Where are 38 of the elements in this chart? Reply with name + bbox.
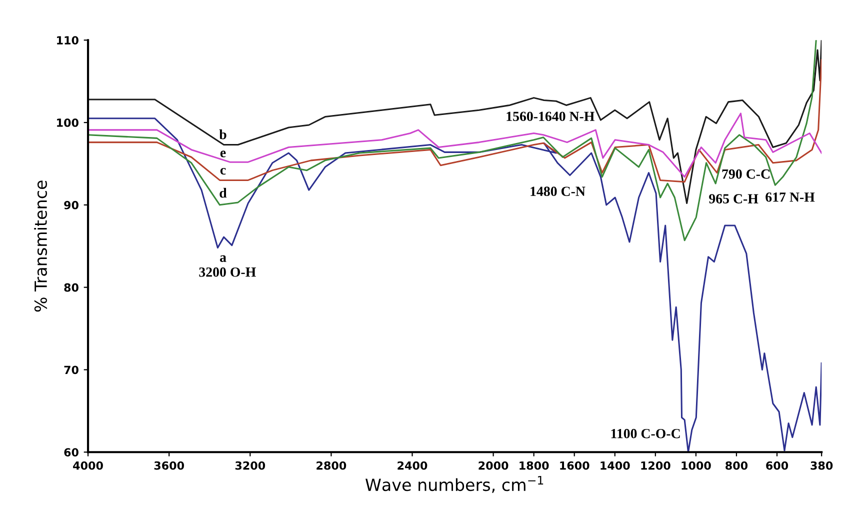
x-tick-label: 3200 <box>235 461 266 470</box>
x-tick-label: 600 <box>766 461 788 470</box>
x-tick-label: 4000 <box>73 461 103 470</box>
line-series <box>88 59 822 183</box>
annotation: 790 C-C <box>722 169 770 179</box>
x-tick-label: 1600 <box>560 461 590 470</box>
x-axis-title: Wave numbers, cm$^{−1}$ <box>366 476 544 493</box>
x-tick-label: 2800 <box>316 461 346 470</box>
annotation: 3200 O-H <box>199 267 256 277</box>
x-tick-label: 380 <box>810 461 833 470</box>
y-tick-label: 100 <box>57 118 78 127</box>
line-series <box>88 112 822 178</box>
annotation: a <box>220 255 226 262</box>
x-tick-label: 1400 <box>600 461 630 470</box>
y-tick-label: 110 <box>57 36 78 45</box>
annotation: e <box>220 150 226 158</box>
y-axis-title: % Transmitence <box>34 180 48 312</box>
annotation: d <box>220 188 227 198</box>
x-tick-label: 1200 <box>641 461 670 470</box>
annotation: 617 N-H <box>766 192 815 202</box>
x-tick-label: 1800 <box>520 461 549 470</box>
x-tick-label: 3600 <box>154 461 184 470</box>
annotation: 1100 C-O-C <box>611 428 680 438</box>
annotation: c <box>220 168 226 175</box>
x-tick-label: 1000 <box>682 461 711 470</box>
annotation: 965 C-H <box>709 194 758 204</box>
y-tick-label: 60 <box>64 448 78 456</box>
x-tick-label: 800 <box>726 461 748 470</box>
annotation: 1480 C-N <box>530 186 586 196</box>
y-tick-label: 90 <box>64 200 78 210</box>
line-series <box>88 40 822 204</box>
x-tick-label: 2000 <box>478 461 508 470</box>
y-tick-label: 80 <box>64 283 78 292</box>
line-series <box>88 40 817 242</box>
annotation: b <box>219 129 226 140</box>
x-tick-label: 2400 <box>398 461 428 470</box>
y-tick-label: 70 <box>64 366 78 374</box>
annotation: 1560-1640 N-H <box>506 112 594 122</box>
